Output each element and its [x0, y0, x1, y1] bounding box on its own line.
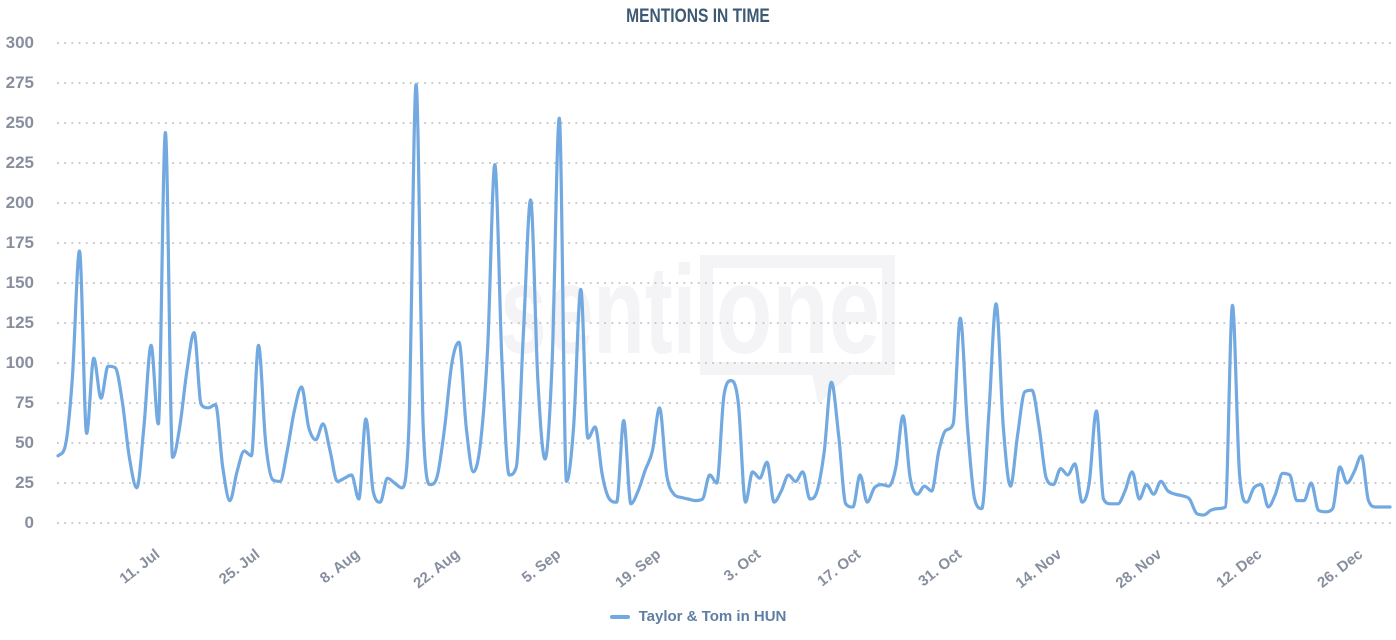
y-axis-label: 125 — [5, 313, 34, 332]
chart-title: MENTIONS IN TIME — [626, 6, 770, 27]
y-axis-label: 100 — [5, 353, 34, 372]
y-axis-label: 75 — [15, 393, 34, 412]
y-axis-label: 250 — [5, 113, 34, 132]
y-axis-label: 275 — [5, 73, 34, 92]
y-axis-label: 200 — [5, 193, 34, 212]
series-line-taylor-tom[interactable] — [56, 83, 1392, 517]
legend-dash-icon — [609, 614, 630, 619]
y-axis-label: 300 — [5, 33, 34, 52]
y-axis-label: 225 — [5, 153, 34, 172]
y-axis-label: 175 — [5, 233, 34, 252]
watermark-senti-text: senti — [500, 241, 696, 380]
legend[interactable]: Taylor & Tom in HUN — [0, 608, 1396, 625]
watermark-logo: senti one — [500, 241, 895, 404]
legend-label: Taylor & Tom in HUN — [638, 608, 787, 625]
watermark-speech-bubble — [700, 255, 895, 375]
y-axis-label: 50 — [15, 433, 34, 452]
y-axis-label: 25 — [15, 473, 34, 492]
y-axis-label: 0 — [24, 513, 34, 532]
watermark-one-text: one — [716, 241, 880, 380]
y-axis-label: 150 — [5, 273, 34, 292]
